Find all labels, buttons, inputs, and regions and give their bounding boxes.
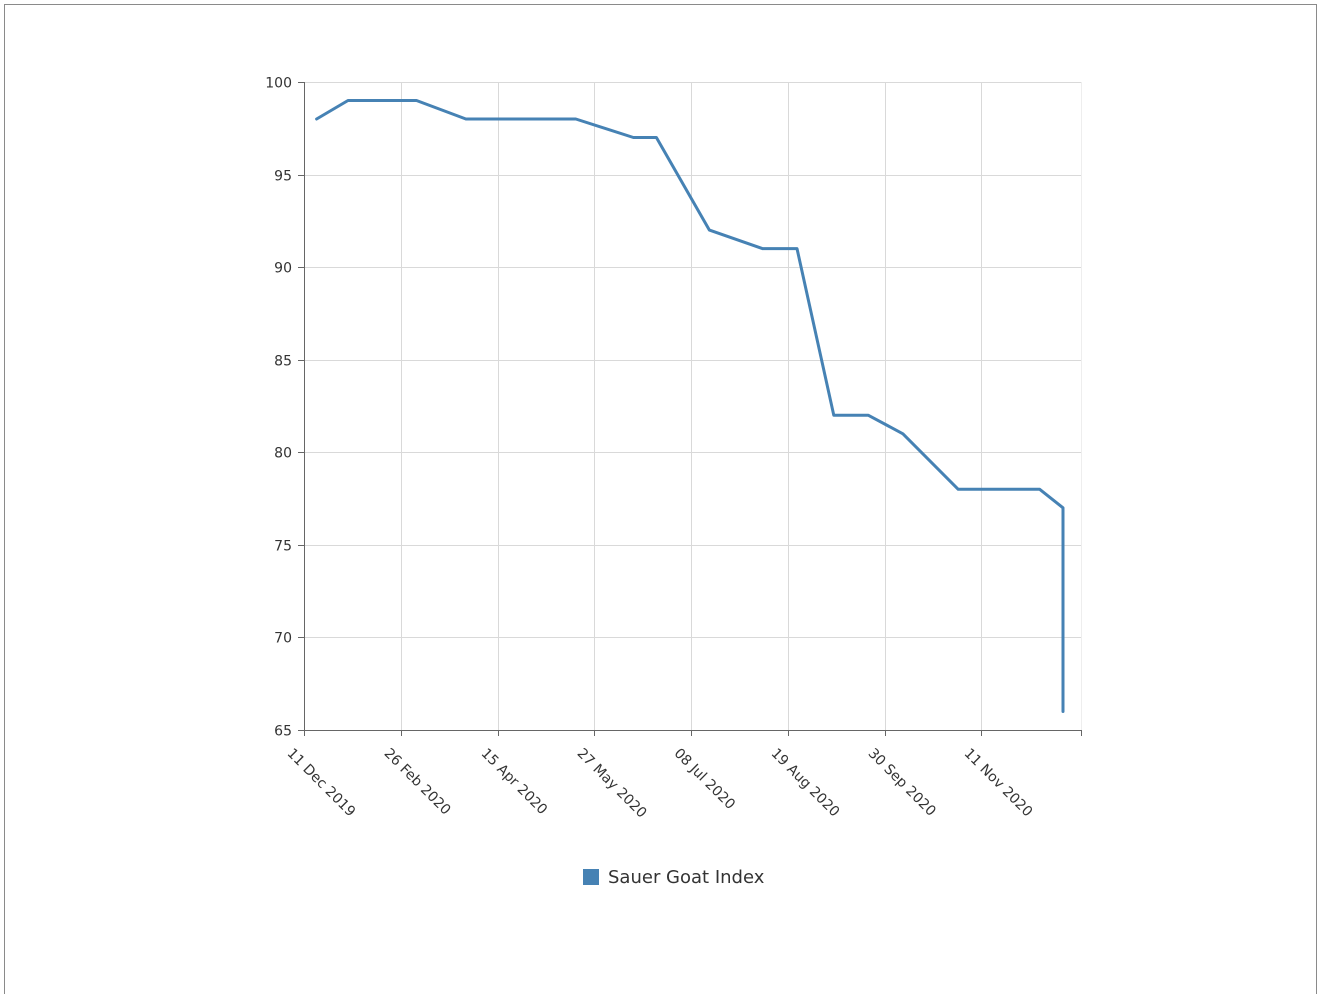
y-tick-label: 100: [265, 76, 292, 92]
chart-frame: [4, 4, 1317, 994]
legend[interactable]: Sauer Goat Index: [583, 864, 764, 890]
y-tick-label: 85: [274, 354, 292, 370]
y-tick-label: 75: [274, 539, 292, 555]
x-tick-label: 27 May 2020: [574, 746, 650, 822]
x-tick-label: 30 Sep 2020: [865, 746, 939, 820]
y-tick-label: 70: [274, 631, 292, 647]
y-axis-tick-labels: 65 70 75 80 85 90 95 100: [265, 76, 292, 740]
x-tick-label: 11 Dec 2019: [284, 746, 359, 821]
x-tick-label: 19 Aug 2020: [768, 746, 843, 821]
series-line[interactable]: [315, 99, 1065, 713]
axes: [298, 82, 1082, 736]
x-tick-label: 15 Apr 2020: [478, 746, 551, 819]
y-tick-label: 95: [274, 169, 292, 185]
x-axis-tick-labels: 11 Dec 2019 26 Feb 2020 15 Apr 2020 27 May …: [284, 746, 1036, 822]
grid-lines: [304, 82, 1082, 730]
y-tick-label: 80: [274, 446, 292, 462]
x-tick-label: 26 Feb 2020: [381, 746, 454, 819]
y-tick-label: 65: [274, 724, 292, 740]
legend-swatch: [583, 869, 599, 885]
x-tick-label: 08 Jul 2020: [671, 746, 738, 813]
legend-label: Sauer Goat Index: [608, 866, 765, 888]
series-lines: [315, 99, 1065, 713]
x-tick-label: 11 Nov 2020: [961, 746, 1036, 821]
y-tick-label: 90: [274, 261, 292, 277]
